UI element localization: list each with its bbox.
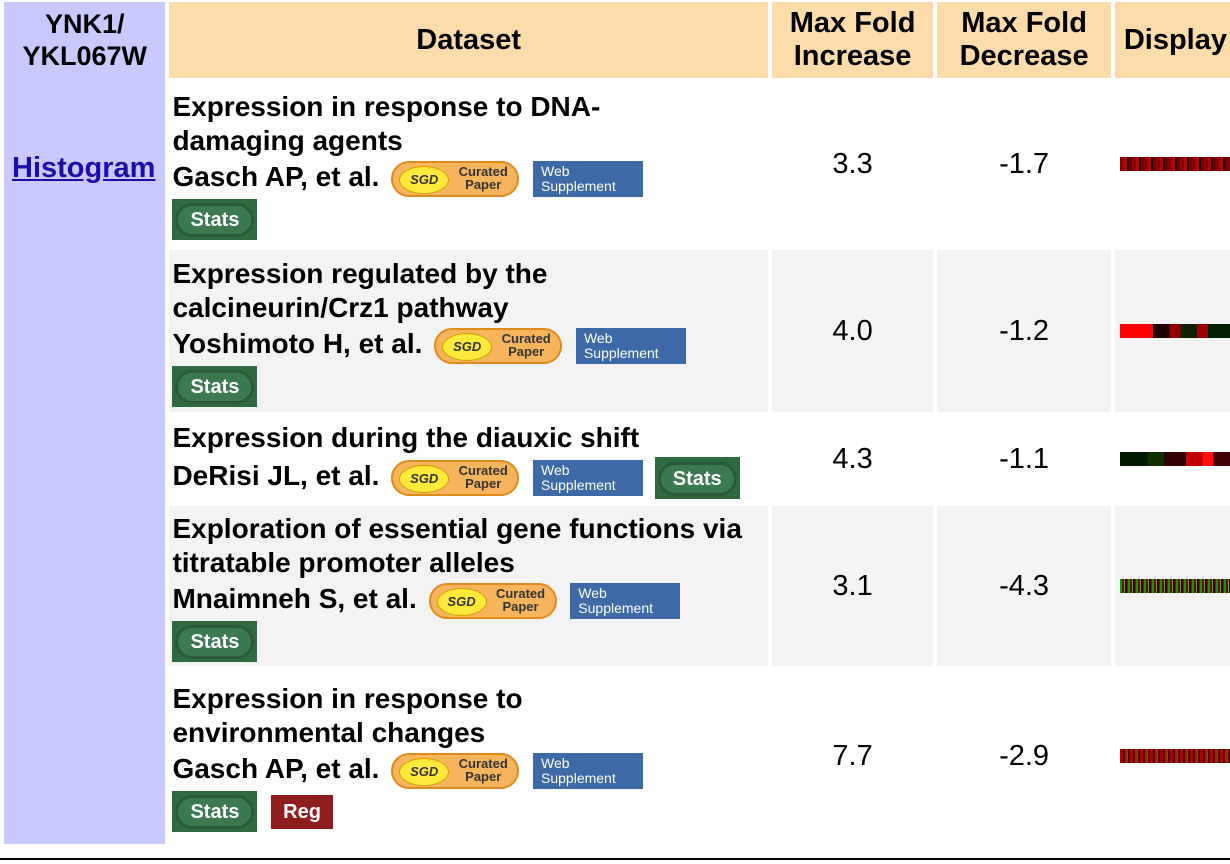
dataset-title: Expression in response to environmental … [172,683,523,749]
dataset-author: Gasch AP, et al. [172,160,380,192]
table-row: Expression in response to environmental … [4,668,1230,845]
gene-cell: YNK1/ YKL067W Histogram [4,2,166,845]
sgd-curated-paper-button[interactable]: SGD Curated Paper [391,160,520,197]
max-decrease-value: -1.7 [937,80,1111,248]
stats-button[interactable]: Stats [175,625,255,660]
dataset-author: Yoshimoto H, et al. [172,327,423,359]
display-cell[interactable] [1114,80,1230,248]
max-increase-value: 4.3 [771,414,934,504]
expression-bar[interactable] [1120,578,1230,593]
web-supplement-button[interactable]: Web Supplement [533,752,644,789]
stats-button[interactable]: Stats [657,461,737,496]
display-cell[interactable] [1114,668,1230,845]
sgd-curated-paper-button[interactable]: SGD Curated Paper [391,460,520,496]
expression-bar[interactable] [1120,451,1230,466]
stats-button[interactable]: Stats [175,370,255,405]
web-supplement-button[interactable]: Web Supplement [575,327,686,364]
dataset-title: Expression during the diauxic shift [172,422,640,454]
dataset-table: YNK1/ YKL067W Histogram Dataset Max Fold… [4,2,1230,845]
dataset-title: Expression in response to DNA-damaging a… [172,90,601,156]
expression-bar[interactable] [1120,156,1230,171]
max-decrease-value: -2.9 [937,668,1111,845]
dataset-author: DeRisi JL, et al. [172,460,380,492]
dataset-title: Expression regulated by the calcineurin/… [172,257,548,323]
table-row: Expression regulated by the calcineurin/… [4,250,1230,412]
dataset-cell: Expression during the diauxic shift DeRi… [169,414,768,504]
dataset-author: Mnaimneh S, et al. [172,583,417,614]
dataset-author: Gasch AP, et al. [172,753,380,785]
dataset-cell: Expression in response to environmental … [169,668,768,845]
table-row: Expression during the diauxic shift DeRi… [4,414,1230,504]
stats-button[interactable]: Stats [175,203,255,238]
max-increase-value: 3.1 [771,506,934,667]
max-decrease-value: -4.3 [937,506,1111,667]
expression-bar[interactable] [1120,748,1230,763]
header-max-decrease: Max Fold Decrease [937,2,1111,78]
stats-button[interactable]: Stats [175,795,255,830]
dataset-title: Exploration of essential gene functions … [172,513,742,578]
web-supplement-button[interactable]: Web Supplement [570,582,681,619]
max-increase-value: 3.3 [771,80,934,248]
web-supplement-button[interactable]: Web Supplement [533,160,644,197]
header-max-increase: Max Fold Increase [771,2,934,78]
sgd-curated-paper-button[interactable]: SGD Curated Paper [391,752,520,789]
table-row: Expression in response to DNA-damaging a… [4,80,1230,248]
display-cell[interactable] [1114,414,1230,504]
dataset-cell: Exploration of essential gene functions … [169,506,768,667]
header-dataset: Dataset [169,2,768,78]
header-row: YNK1/ YKL067W Histogram Dataset Max Fold… [4,2,1230,845]
sgd-curated-paper-button[interactable]: SGD Curated Paper [428,582,557,619]
max-increase-value: 7.7 [771,668,934,845]
reg-button[interactable]: Reg [271,795,333,830]
display-cell[interactable] [1114,506,1230,667]
web-supplement-button[interactable]: Web Supplement [532,460,643,496]
expression-bar[interactable] [1120,323,1230,338]
max-decrease-value: -1.2 [937,250,1111,412]
dataset-cell: Expression in response to DNA-damaging a… [169,80,768,248]
gene-name: YNK1/ YKL067W [22,9,147,71]
header-display: Display [1114,2,1230,78]
display-cell[interactable] [1114,250,1230,412]
table-row: Exploration of essential gene functions … [4,506,1230,667]
sgd-curated-paper-button[interactable]: SGD Curated Paper [434,327,563,364]
bottom-rule [0,858,1230,860]
max-decrease-value: -1.1 [937,414,1111,504]
histogram-link[interactable]: Histogram [12,152,156,184]
dataset-cell: Expression regulated by the calcineurin/… [169,250,768,412]
max-increase-value: 4.0 [771,250,934,412]
